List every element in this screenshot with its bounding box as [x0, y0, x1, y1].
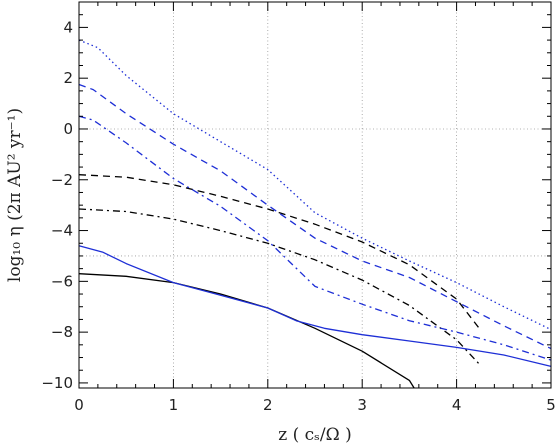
y-axis-label: log₁₀ η (2π AU² yr⁻¹) — [5, 108, 25, 282]
y-tick-label: −6 — [51, 272, 73, 290]
x-tick-label: 2 — [263, 396, 273, 414]
axis-ticks — [78, 2, 552, 388]
x-tick-label: 5 — [546, 396, 556, 414]
series-line-5 — [78, 83, 552, 350]
y-tick-label: 4 — [63, 18, 73, 36]
x-tick-label: 0 — [74, 396, 84, 414]
y-tick-label: −8 — [51, 323, 73, 341]
x-tick-label: 1 — [169, 396, 179, 414]
y-tick-labels: −10 −8 −6 −4 −2 0 2 4 — [41, 18, 73, 392]
series-line-3 — [78, 208, 481, 366]
x-tick-labels: 0 1 2 3 4 5 — [74, 396, 556, 414]
series-line-2 — [78, 174, 481, 330]
y-tick-label: 2 — [63, 69, 73, 87]
x-tick-label: 3 — [357, 396, 367, 414]
y-tick-label: −10 — [41, 374, 73, 392]
series-line-4 — [78, 245, 552, 368]
series-layer — [78, 39, 552, 389]
series-line-7 — [78, 39, 552, 331]
y-tick-label: −4 — [51, 222, 73, 240]
grid-lines — [79, 2, 551, 388]
y-tick-label: 0 — [63, 120, 73, 138]
plot-frame — [78, 1, 552, 389]
y-tick-label: −2 — [51, 171, 73, 189]
x-axis-label: z ( cₛ/Ω ) — [278, 425, 352, 445]
series-line-6 — [78, 115, 552, 361]
x-tick-label: 4 — [452, 396, 462, 414]
series-line-1 — [78, 273, 415, 389]
